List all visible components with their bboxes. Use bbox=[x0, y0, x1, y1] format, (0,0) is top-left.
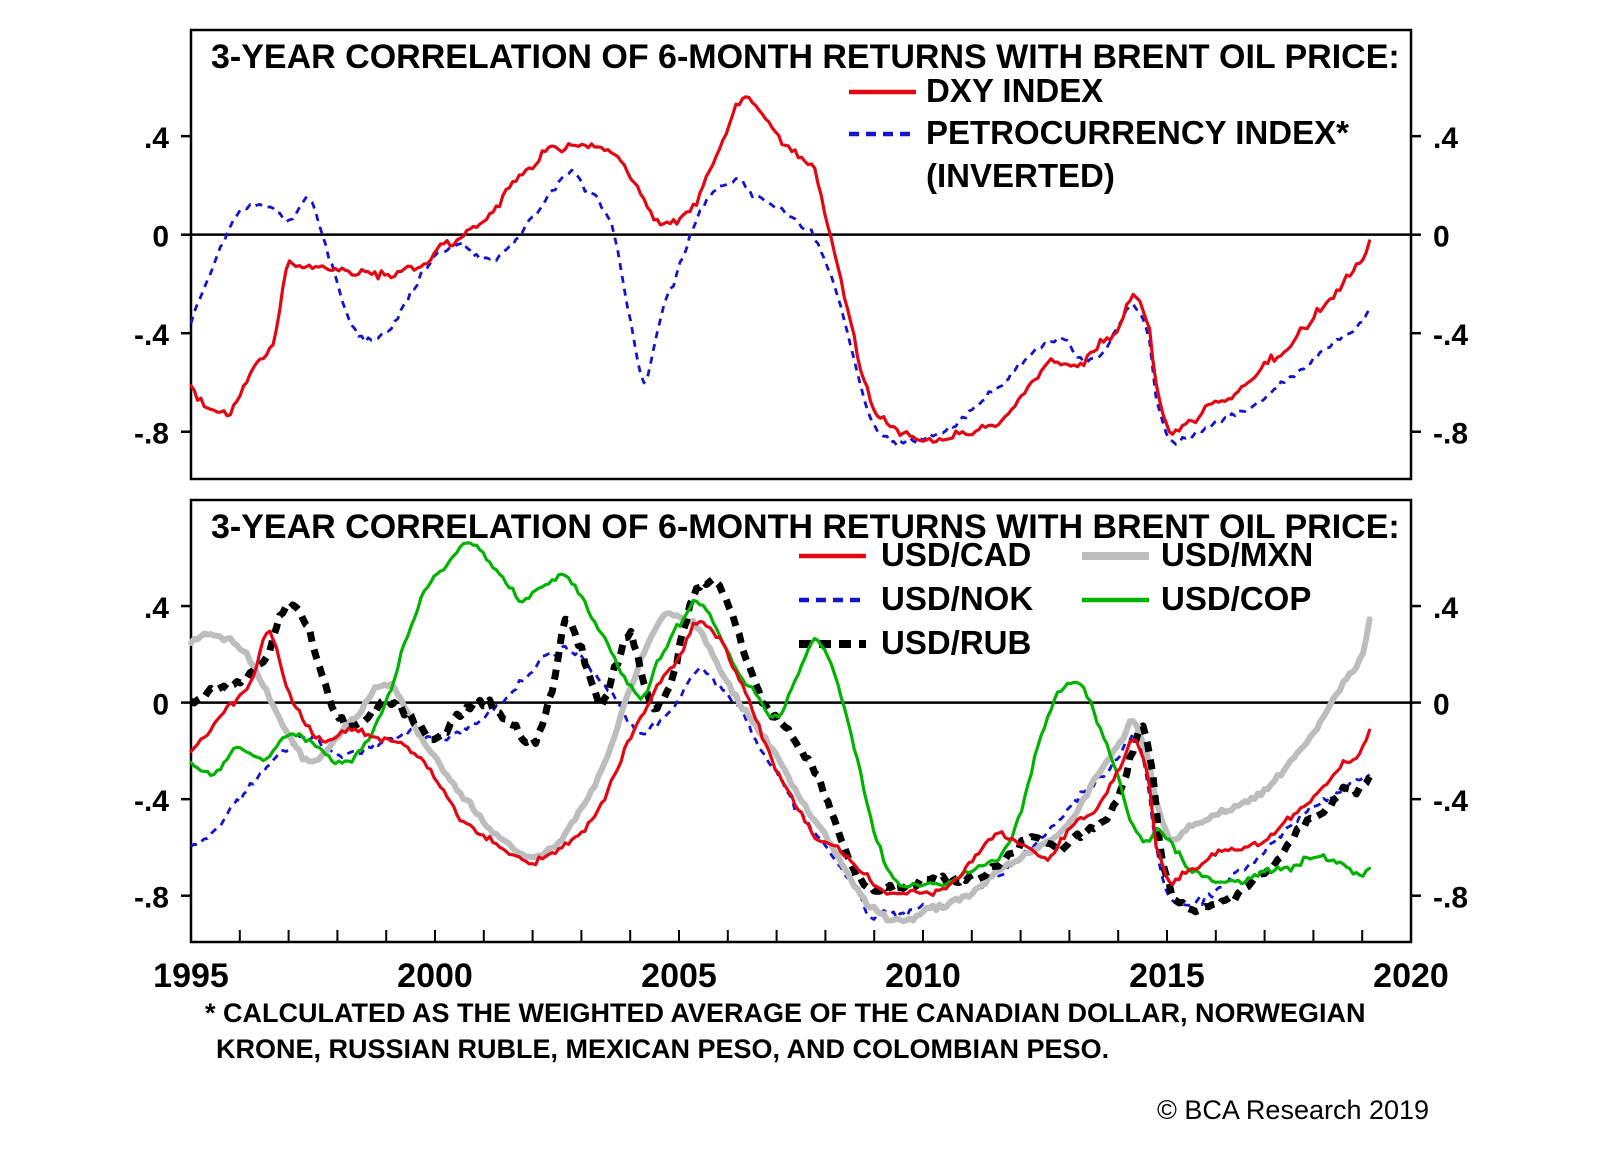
svg-text:© BCA Research 2019: © BCA Research 2019 bbox=[1157, 1095, 1429, 1125]
svg-text:-.4: -.4 bbox=[134, 319, 169, 352]
svg-text:1995: 1995 bbox=[153, 957, 229, 995]
svg-text:USD/MXN: USD/MXN bbox=[1161, 536, 1313, 573]
svg-text:0: 0 bbox=[1433, 689, 1450, 722]
svg-text:(INVERTED): (INVERTED) bbox=[926, 157, 1115, 194]
svg-text:2010: 2010 bbox=[885, 957, 961, 995]
svg-text:-.4: -.4 bbox=[1433, 785, 1468, 818]
svg-text:0: 0 bbox=[152, 689, 169, 722]
svg-text:DXY INDEX: DXY INDEX bbox=[926, 72, 1103, 109]
svg-text:-.8: -.8 bbox=[1433, 418, 1468, 451]
svg-text:.4: .4 bbox=[1433, 592, 1458, 625]
svg-text:.4: .4 bbox=[144, 592, 169, 625]
svg-text:PETROCURRENCY INDEX*: PETROCURRENCY INDEX* bbox=[926, 114, 1349, 151]
svg-text:-.8: -.8 bbox=[1433, 882, 1468, 915]
svg-text:2015: 2015 bbox=[1129, 957, 1205, 995]
svg-text:2000: 2000 bbox=[397, 957, 473, 995]
svg-text:0: 0 bbox=[152, 221, 169, 254]
svg-text:-.8: -.8 bbox=[134, 418, 169, 451]
svg-text:USD/CAD: USD/CAD bbox=[881, 536, 1031, 573]
svg-text:-.4: -.4 bbox=[1433, 319, 1468, 352]
svg-text:.4: .4 bbox=[1433, 122, 1458, 155]
svg-text:3-YEAR CORRELATION OF 6-MONTH: 3-YEAR CORRELATION OF 6-MONTH RETURNS WI… bbox=[211, 38, 1400, 76]
svg-text:-.4: -.4 bbox=[134, 785, 169, 818]
svg-text:0: 0 bbox=[1433, 221, 1450, 254]
svg-text:.4: .4 bbox=[144, 122, 169, 155]
svg-text:KRONE, RUSSIAN RUBLE, MEXICAN: KRONE, RUSSIAN RUBLE, MEXICAN PESO, AND … bbox=[216, 1034, 1109, 1064]
svg-text:-.8: -.8 bbox=[134, 882, 169, 915]
svg-text:2020: 2020 bbox=[1373, 957, 1449, 995]
svg-text:USD/NOK: USD/NOK bbox=[881, 580, 1033, 617]
svg-text:* CALCULATED AS THE WEIGHTED A: * CALCULATED AS THE WEIGHTED AVERAGE OF … bbox=[205, 998, 1366, 1028]
svg-text:USD/COP: USD/COP bbox=[1161, 580, 1311, 617]
svg-text:USD/RUB: USD/RUB bbox=[881, 624, 1031, 661]
svg-text:2005: 2005 bbox=[641, 957, 717, 995]
